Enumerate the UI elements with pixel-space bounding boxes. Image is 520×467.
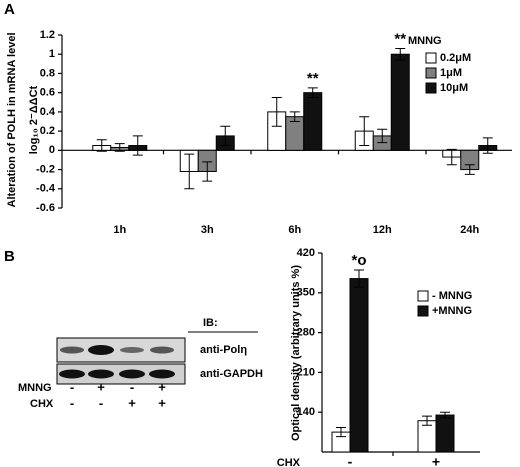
y-tick-label: 1.2 [40, 29, 55, 41]
error-bar [184, 153, 195, 190]
legend-label: +MNNG [432, 305, 472, 317]
y-tick-label: -0.2 [36, 163, 55, 175]
legend-title: MNNG [408, 35, 442, 47]
bar [390, 53, 410, 151]
treatment-sign: - [70, 379, 74, 394]
treatment-label: MNNG [18, 382, 52, 394]
error-bar [354, 269, 364, 288]
error-bar [132, 135, 143, 156]
ib-label: IB: [203, 317, 218, 329]
y-tick-label: 280 [297, 327, 315, 339]
y-tick-label: -0.6 [36, 202, 55, 214]
y-tick-label: 420 [297, 247, 315, 259]
bar [349, 278, 369, 453]
legend-swatch [425, 67, 437, 79]
error-bar [96, 139, 107, 152]
band [149, 369, 175, 379]
band [88, 345, 114, 355]
y-tick-label: 0.8 [40, 67, 55, 79]
band [119, 369, 145, 379]
legend-label: 10μM [440, 82, 468, 94]
legend-swatch [417, 290, 429, 302]
bar [435, 414, 455, 453]
error-bar [377, 128, 388, 144]
annotation: ** [307, 70, 319, 87]
treatment-sign: + [158, 395, 166, 410]
legend-swatch [417, 305, 429, 317]
x-tick-label: 1h [113, 224, 126, 236]
annotation: *o [352, 252, 367, 269]
x-axis-label: CHX [277, 457, 301, 467]
error-bar [482, 137, 493, 154]
y-tick-label: 0.2 [40, 125, 55, 137]
chart: -0.6 -0.4 -0.2 0 0.2 0.4 0.6 0.8 1 1.2 1h 3h 6h 12h 24… [6, 29, 512, 236]
y-axis-label: Alteration of POLH in mRNA level [6, 32, 18, 207]
y-axis-label: log₁₀ 2⁻ΔΔCt [28, 85, 40, 154]
blot: IB: anti-Polη anti-GAPDH MNNG CHX [18, 317, 263, 410]
treatment-sign: + [128, 395, 136, 410]
error-bar [336, 427, 346, 438]
treatment-sign: + [158, 379, 166, 394]
y-tick-label: -0.4 [36, 183, 56, 195]
y-tick-label: 0 [49, 144, 55, 156]
error-bar [202, 161, 213, 182]
error-bar [220, 125, 231, 147]
annotation: ** [394, 30, 406, 47]
x-tick-label: - [348, 454, 353, 467]
y-axis-label: Optical density (arbitrary units %) [290, 265, 302, 441]
treatment-sign: - [70, 395, 74, 410]
x-tick-label: 12h [373, 224, 392, 236]
x-tick-label: 24h [460, 224, 479, 236]
treatment-sign: - [130, 379, 134, 394]
bar [303, 92, 323, 151]
y-tick-label: 1 [49, 48, 55, 60]
band [60, 346, 84, 354]
legend-swatch [425, 52, 437, 64]
error-bar [359, 116, 370, 147]
y-tick-label: 140 [297, 406, 315, 418]
legend-label: 0.2μM [440, 52, 471, 64]
error-bar [289, 111, 300, 122]
error-bar [395, 47, 406, 61]
error-bar [440, 411, 450, 419]
blot-row-label: anti-Polη [200, 344, 247, 356]
panel-label: A [4, 1, 15, 18]
legend-label: - MNNG [432, 290, 472, 302]
x-tick-label: 6h [288, 224, 301, 236]
y-tick-label: 350 [297, 287, 315, 299]
band [150, 346, 174, 354]
band [88, 369, 114, 379]
treatment-sign: - [99, 395, 103, 410]
y-tick-label: 0.4 [40, 106, 56, 118]
band [59, 369, 85, 379]
error-bar [446, 148, 457, 166]
x-tick-label: 3h [201, 224, 214, 236]
treatment-sign: + [97, 379, 105, 394]
band [120, 347, 144, 353]
blot-row-label: anti-GAPDH [200, 368, 263, 380]
legend-swatch [425, 82, 437, 94]
error-bar [271, 96, 282, 127]
legend-label: 1μM [440, 67, 462, 79]
chart: 140 210 280 350 420 - + *o Optical density (arbi… [277, 247, 480, 467]
y-tick-label: 0.6 [40, 87, 55, 99]
treatment-label: CHX [30, 398, 54, 410]
error-bar [422, 415, 432, 426]
x-tick-label: + [432, 454, 440, 467]
error-bar [307, 87, 318, 98]
y-tick-label: 210 [297, 366, 315, 378]
error-bar [114, 143, 125, 152]
error-bar [464, 164, 475, 175]
panel-label: B [4, 248, 15, 265]
